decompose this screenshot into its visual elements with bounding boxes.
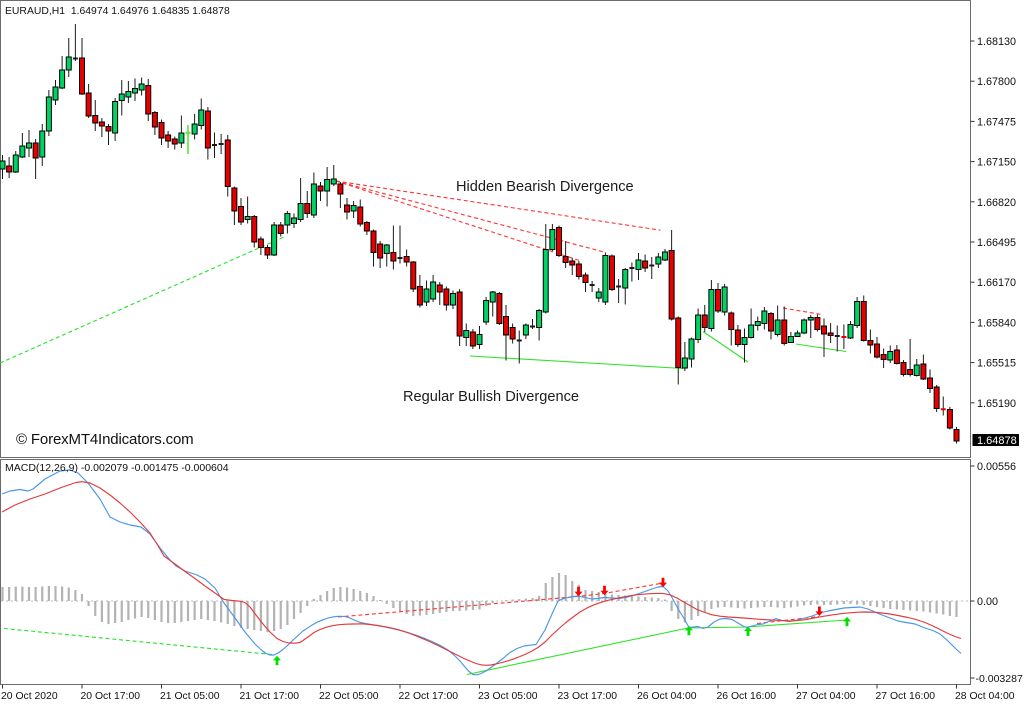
svg-text:20 Oct 17:00: 20 Oct 17:00 bbox=[81, 691, 141, 702]
svg-text:1.66495: 1.66495 bbox=[977, 237, 1016, 249]
svg-text:27 Oct 04:00: 27 Oct 04:00 bbox=[796, 691, 856, 702]
svg-text:EURAUD,H1 1.64974 1.64976 1.6: EURAUD,H1 1.64974 1.64976 1.64835 1.6487… bbox=[5, 6, 230, 17]
svg-text:-0.003287: -0.003287 bbox=[976, 673, 1023, 685]
svg-text:1.65515: 1.65515 bbox=[977, 358, 1016, 370]
svg-text:1.66820: 1.66820 bbox=[977, 197, 1016, 209]
svg-text:Regular Bullish Divergence: Regular Bullish Divergence bbox=[403, 389, 579, 405]
svg-text:27 Oct 16:00: 27 Oct 16:00 bbox=[876, 691, 936, 702]
svg-text:22 Oct 17:00: 22 Oct 17:00 bbox=[399, 691, 459, 702]
svg-text:21 Oct 17:00: 21 Oct 17:00 bbox=[240, 691, 300, 702]
svg-text:1.68130: 1.68130 bbox=[977, 36, 1016, 48]
svg-text:21 Oct 05:00: 21 Oct 05:00 bbox=[160, 691, 220, 702]
svg-text:1.65190: 1.65190 bbox=[977, 398, 1016, 410]
svg-text:23 Oct 05:00: 23 Oct 05:00 bbox=[478, 691, 538, 702]
svg-text:0.00: 0.00 bbox=[977, 596, 998, 608]
svg-text:1.66170: 1.66170 bbox=[977, 277, 1016, 289]
svg-text:22 Oct 05:00: 22 Oct 05:00 bbox=[319, 691, 379, 702]
svg-text:1.67150: 1.67150 bbox=[977, 157, 1016, 169]
svg-text:26 Oct 04:00: 26 Oct 04:00 bbox=[637, 691, 697, 702]
svg-text:1.65840: 1.65840 bbox=[977, 317, 1016, 329]
svg-text:23 Oct 17:00: 23 Oct 17:00 bbox=[558, 691, 618, 702]
svg-text:26 Oct 16:00: 26 Oct 16:00 bbox=[717, 691, 777, 702]
svg-text:28 Oct 04:00: 28 Oct 04:00 bbox=[955, 691, 1015, 702]
svg-text:1.67800: 1.67800 bbox=[977, 76, 1016, 88]
svg-text:1.67475: 1.67475 bbox=[977, 116, 1016, 128]
svg-text:Hidden Bearish Divergence: Hidden Bearish Divergence bbox=[456, 179, 634, 195]
svg-text:20 Oct 2020: 20 Oct 2020 bbox=[1, 691, 58, 702]
svg-text:© ForexMT4Indicators.com: © ForexMT4Indicators.com bbox=[16, 431, 194, 448]
svg-text:0.00556: 0.00556 bbox=[977, 461, 1016, 473]
svg-text:1.64878: 1.64878 bbox=[977, 435, 1017, 447]
svg-text:MACD(12,26,9) -0.002079 -0.001: MACD(12,26,9) -0.002079 -0.001475 -0.000… bbox=[5, 462, 229, 474]
